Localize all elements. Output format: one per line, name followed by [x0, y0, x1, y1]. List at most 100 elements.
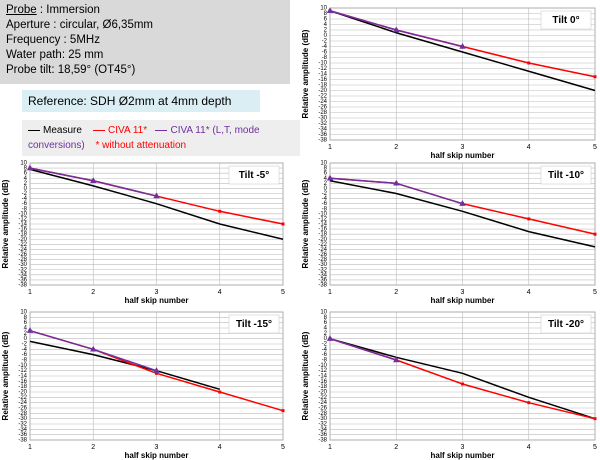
- y-tick-label: -4: [322, 196, 328, 202]
- y-tick-label: 2: [324, 331, 328, 337]
- y-tick-label: 6: [324, 320, 328, 326]
- x-tick-label: 5: [281, 444, 285, 451]
- y-tick-label: -30: [318, 416, 327, 422]
- y-tick-label: -18: [18, 232, 27, 238]
- y-tick-label: -6: [322, 50, 328, 56]
- point-marker: [527, 401, 531, 405]
- y-tick-label: 10: [20, 310, 27, 316]
- y-tick-label: -4: [322, 347, 328, 353]
- y-tick-label: -20: [18, 390, 27, 396]
- y-tick-label: -6: [322, 352, 328, 358]
- y-tick-label: -38: [18, 283, 27, 289]
- y-tick-label: 8: [24, 315, 28, 321]
- y-tick-label: -28: [18, 411, 27, 417]
- point-marker: [281, 222, 285, 226]
- x-tick-label: 1: [28, 289, 32, 296]
- chart-title: Tilt -10°: [548, 170, 584, 181]
- y-tick-label: 4: [24, 176, 28, 182]
- x-tick-label: 4: [218, 444, 222, 451]
- point-marker: [527, 217, 531, 221]
- title-box: [228, 314, 280, 334]
- y-tick-label: -38: [318, 138, 327, 144]
- y-tick-label: -32: [318, 121, 327, 127]
- y-tick-label: -28: [318, 257, 327, 263]
- y-tick-label: -32: [18, 422, 27, 428]
- y-tick-label: 4: [24, 326, 28, 332]
- y-tick-label: -18: [18, 384, 27, 390]
- y-tick-label: -30: [318, 116, 327, 122]
- y-tick-label: 0: [24, 336, 28, 342]
- legend-entry: Measure: [43, 125, 82, 136]
- y-tick-label: -10: [18, 211, 27, 217]
- y-tick-label: -26: [318, 252, 327, 258]
- x-tick-label: 4: [527, 144, 531, 151]
- y-tick-label: -24: [18, 400, 27, 406]
- y-axis-label: Relative amplitude (dB): [301, 331, 310, 420]
- y-tick-label: 0: [324, 186, 328, 192]
- legend-note: * without attenuation: [95, 140, 187, 151]
- x-tick-label: 4: [218, 289, 222, 296]
- title-box: [228, 165, 280, 185]
- y-tick-label: 8: [324, 11, 328, 17]
- legend-entry: CIVA 11*: [108, 125, 148, 136]
- y-tick-label: 10: [320, 161, 327, 167]
- y-tick-label: -26: [18, 406, 27, 412]
- chart-title: Tilt -5°: [239, 170, 269, 181]
- y-tick-label: 8: [324, 166, 328, 172]
- point-marker: [218, 209, 222, 213]
- x-tick-label: 5: [593, 289, 597, 296]
- y-tick-label: -12: [18, 216, 27, 222]
- point-marker: [593, 232, 597, 236]
- point-marker: [459, 200, 466, 206]
- probe-label: Probe: [6, 4, 37, 16]
- y-tick-label: -10: [318, 363, 327, 369]
- y-tick-label: -14: [318, 374, 327, 380]
- y-tick-label: -36: [318, 277, 327, 283]
- y-tick-label: -20: [318, 88, 327, 94]
- y-tick-label: -20: [318, 237, 327, 243]
- y-tick-label: -14: [318, 222, 327, 228]
- y-tick-label: -4: [22, 196, 28, 202]
- legend-swatch: [155, 129, 168, 131]
- y-tick-label: -36: [318, 432, 327, 438]
- series-line: [329, 337, 596, 420]
- y-tick-label: 4: [324, 22, 328, 28]
- y-tick-label: 6: [24, 320, 28, 326]
- info-line: Probe tilt: 18,59° (OT45°): [6, 64, 136, 76]
- x-tick-label: 3: [155, 444, 159, 451]
- y-axis-label: Relative amplitude (dB): [1, 331, 10, 420]
- title-box: [540, 314, 592, 334]
- y-axis-label: Relative amplitude (dB): [301, 29, 310, 118]
- series-line: [329, 180, 596, 248]
- y-tick-label: -38: [18, 438, 27, 444]
- y-tick-label: -22: [318, 395, 327, 401]
- y-tick-label: -12: [318, 216, 327, 222]
- reference: Reference: SDH Ø2mm at 4mm depth: [22, 90, 260, 112]
- point-marker: [527, 61, 531, 65]
- point-marker: [153, 192, 160, 199]
- y-tick-label: -26: [18, 252, 27, 258]
- x-axis-label: half skip number: [430, 151, 494, 160]
- y-axis-label: Relative amplitude (dB): [1, 179, 10, 268]
- y-tick-label: -8: [22, 206, 28, 212]
- y-tick-label: -4: [22, 347, 28, 353]
- y-tick-label: -32: [18, 267, 27, 273]
- y-tick-label: -32: [318, 267, 327, 273]
- y-tick-label: -16: [18, 379, 27, 385]
- y-tick-label: 8: [24, 166, 28, 172]
- y-tick-label: -2: [322, 191, 328, 197]
- y-tick-label: -14: [18, 222, 27, 228]
- y-tick-label: -10: [318, 61, 327, 67]
- y-tick-label: -16: [318, 379, 327, 385]
- y-tick-label: -20: [318, 390, 327, 396]
- point-marker: [593, 75, 597, 79]
- y-tick-label: -10: [318, 211, 327, 217]
- y-tick-label: -8: [322, 55, 328, 61]
- y-tick-label: -12: [18, 368, 27, 374]
- x-tick-label: 3: [461, 144, 465, 151]
- probe-info: Probe : Immersion Aperture : circular, Ø…: [0, 0, 290, 84]
- x-axis-label: half skip number: [430, 296, 494, 305]
- y-tick-label: 2: [324, 28, 328, 34]
- y-tick-label: -34: [18, 272, 27, 278]
